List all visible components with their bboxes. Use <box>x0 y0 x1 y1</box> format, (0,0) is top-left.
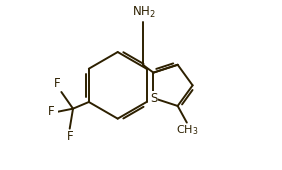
Text: CH$_3$: CH$_3$ <box>176 123 198 137</box>
Text: NH$_2$: NH$_2$ <box>132 5 155 20</box>
Text: F: F <box>48 106 55 118</box>
Text: S: S <box>150 92 157 105</box>
Text: F: F <box>67 130 74 143</box>
Text: F: F <box>54 77 61 90</box>
